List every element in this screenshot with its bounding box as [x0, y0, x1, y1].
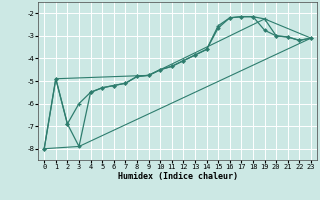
X-axis label: Humidex (Indice chaleur): Humidex (Indice chaleur)	[118, 172, 238, 181]
